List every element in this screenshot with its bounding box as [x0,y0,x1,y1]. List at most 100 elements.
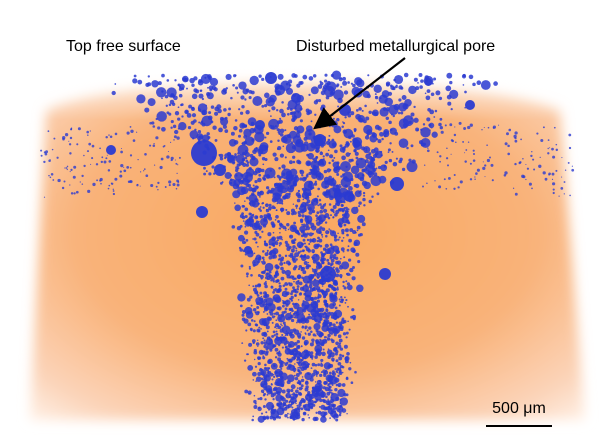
pore [381,137,384,141]
pore [246,297,251,302]
pore [371,195,374,198]
pore [444,124,447,127]
pore [338,342,342,345]
pore [301,191,309,199]
pore [472,159,476,162]
pore [278,119,283,124]
pore [272,398,275,401]
pore [373,84,382,93]
pore [225,73,232,80]
pore [312,333,316,337]
pore [245,163,249,167]
pore [342,217,345,220]
pore [299,177,303,181]
pore [343,256,346,259]
pore [153,143,155,145]
pore [504,171,508,175]
pore [552,188,555,191]
pore [346,142,350,146]
pore [119,170,122,173]
pore [568,146,572,150]
pore [358,201,362,205]
pore [278,344,281,347]
pore [262,163,265,166]
pore [324,185,327,188]
pore [253,350,258,355]
pore [339,257,342,260]
pore [245,272,249,276]
pore [377,126,382,131]
pore [333,156,336,159]
pore [351,314,357,319]
pore [149,121,152,125]
pore [174,129,179,135]
pore [307,332,311,336]
pore [265,272,271,278]
pore [291,250,294,253]
pore [404,99,412,107]
pore [305,247,310,252]
pore [474,178,476,181]
pore [40,154,43,157]
pore [308,93,311,97]
pore [269,311,274,316]
pore [440,130,444,134]
pore [308,76,314,81]
pore [262,202,265,205]
pore [166,79,170,82]
pore [278,416,282,419]
pore [571,165,573,167]
pore [319,159,324,164]
pore [87,189,91,193]
pore [72,175,76,179]
pore [348,367,352,371]
pore [307,402,314,409]
pore [267,232,272,237]
pore [395,157,398,160]
pore [332,370,335,373]
pore [274,381,279,386]
pore [294,363,296,365]
pore [314,318,318,322]
pore [279,336,283,341]
pore [277,352,282,357]
pore [337,200,341,204]
pore [314,344,323,353]
pore [257,415,265,423]
pore [394,74,404,85]
pore [289,160,293,165]
pore [338,208,341,211]
pore [332,182,336,186]
pore [157,126,161,130]
pore [40,149,43,152]
pore [284,254,288,258]
pore [335,209,340,214]
pore [329,154,334,159]
pore [356,229,359,232]
pore [563,193,565,195]
pore [63,180,66,183]
pore [324,243,329,248]
pore [343,212,350,219]
pore [263,262,266,265]
pore [243,140,248,145]
pore [107,187,110,190]
pore [317,388,320,391]
pore [291,145,296,150]
pore [268,109,271,113]
pore [266,191,270,195]
pore [295,204,299,208]
pore [232,83,235,87]
pore [265,297,274,306]
pore [315,398,319,402]
pore [214,138,218,142]
pore [240,264,244,268]
pore [222,124,227,129]
pore [355,252,360,257]
pore [298,358,303,363]
pore [449,89,459,99]
pore [358,107,362,111]
pore [526,167,530,170]
pore [221,89,227,95]
pore [327,149,330,152]
